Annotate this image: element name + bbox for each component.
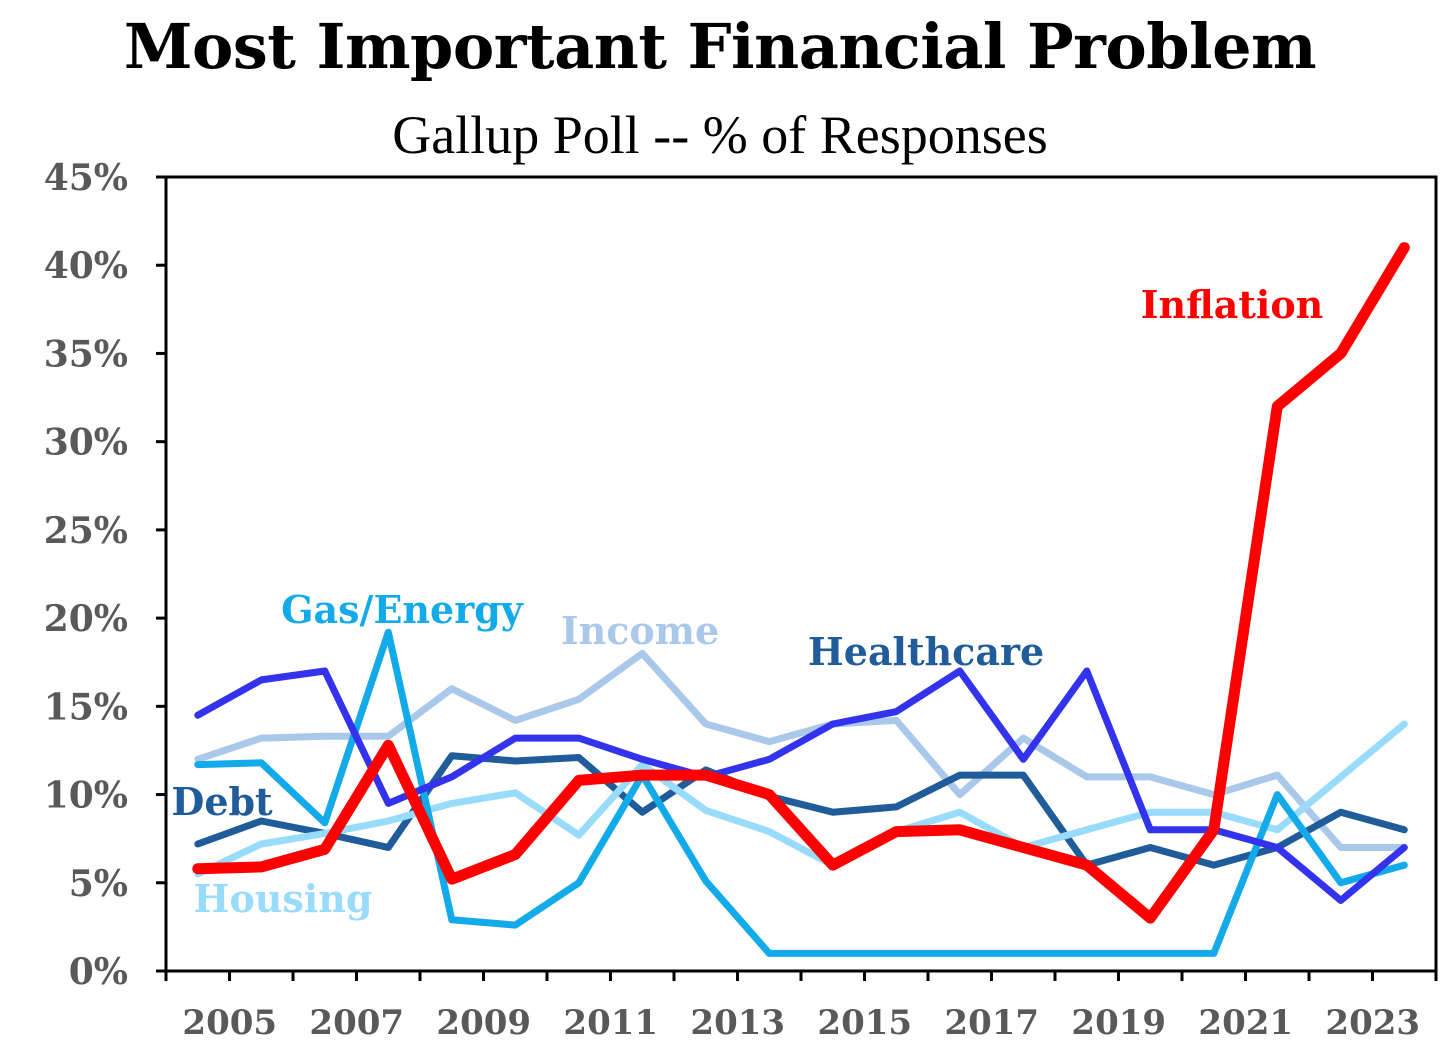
x-tick-label: 2019 bbox=[1071, 1003, 1166, 1043]
series-label-inflation: Inflation bbox=[1141, 282, 1324, 327]
series-line-income bbox=[194, 649, 1408, 851]
series-label-healthcare: Healthcare bbox=[808, 629, 1044, 674]
x-tick-label: 2005 bbox=[182, 1003, 277, 1043]
y-tick-label: 5% bbox=[69, 863, 128, 905]
y-tick-label: 25% bbox=[44, 510, 128, 552]
y-tick-label: 40% bbox=[44, 245, 128, 287]
series-line-debt bbox=[194, 752, 1408, 869]
y-tick-label: 35% bbox=[44, 333, 128, 375]
series-line-housing bbox=[194, 720, 1408, 878]
series-line-healthcare bbox=[194, 667, 1408, 904]
series-label-debt: Debt bbox=[171, 779, 273, 824]
series-label-income: Income bbox=[561, 608, 719, 653]
series-line-inflation bbox=[192, 242, 1410, 924]
x-tick-label: 2023 bbox=[1325, 1003, 1420, 1043]
y-tick-label: 15% bbox=[44, 686, 128, 728]
x-tick-label: 2013 bbox=[690, 1003, 785, 1043]
chart-subtitle: Gallup Poll -- % of Responses bbox=[392, 105, 1048, 165]
x-tick-label: 2007 bbox=[309, 1003, 404, 1043]
x-tick-label: 2015 bbox=[817, 1003, 912, 1043]
x-tick-label: 2011 bbox=[563, 1003, 658, 1043]
x-tick-label: 2021 bbox=[1198, 1003, 1293, 1043]
series-line-gas-energy bbox=[194, 628, 1408, 957]
x-tick-label: 2017 bbox=[944, 1003, 1039, 1043]
series-label-gas-energy: Gas/Energy bbox=[281, 587, 524, 632]
series-label-housing: Housing bbox=[194, 876, 373, 921]
y-tick-label: 30% bbox=[44, 422, 128, 464]
y-tick-label: 0% bbox=[69, 951, 128, 993]
y-tick-label: 45% bbox=[44, 157, 128, 199]
y-tick-label: 10% bbox=[44, 775, 128, 817]
chart-title: Most Important Financial Problem bbox=[123, 10, 1317, 83]
y-tick-label: 20% bbox=[44, 598, 128, 640]
x-tick-label: 2009 bbox=[436, 1003, 531, 1043]
